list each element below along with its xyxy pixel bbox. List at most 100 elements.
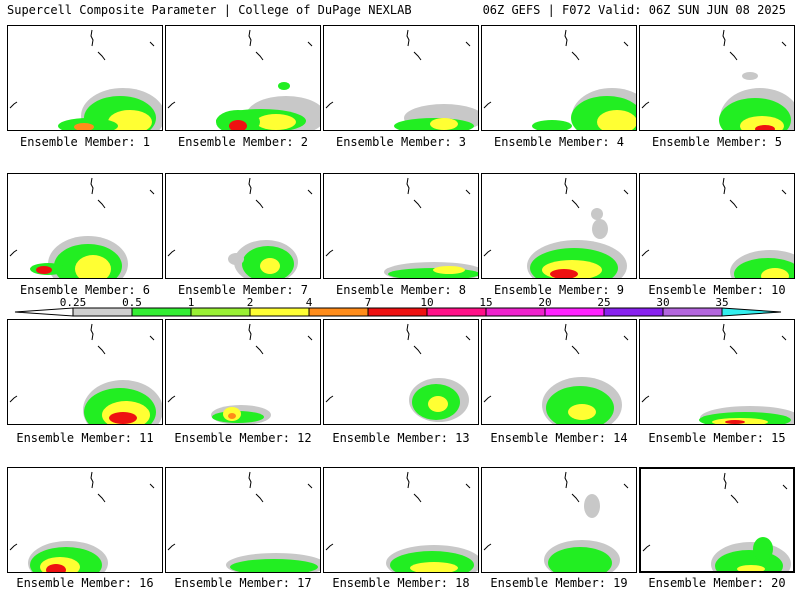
ensemble-member-label: Ensemble Member: 1 [19, 135, 151, 149]
map-plot [325, 29, 478, 130]
ensemble-member-label: Ensemble Member: 20 [648, 576, 786, 590]
ensemble-member-label: Ensemble Member: 14 [490, 431, 628, 445]
ensemble-member-label: Ensemble Member: 11 [16, 431, 154, 445]
ensemble-member-label: Ensemble Member: 18 [332, 576, 470, 590]
ensemble-member-label: Ensemble Member: 19 [490, 576, 628, 590]
ensemble-panel[interactable] [639, 173, 795, 279]
ensemble-panel[interactable] [165, 173, 321, 279]
coastline-outline [9, 29, 155, 109]
colorbar: 0.25 0.5 1 2 4 7 10 15 20 25 30 35 [14, 298, 782, 317]
ensemble-panel[interactable] [323, 173, 479, 279]
ensemble-member-label: Ensemble Member: 9 [493, 283, 625, 297]
colorbar-tick-label: 4 [306, 298, 313, 309]
coastline-outline [641, 323, 787, 403]
ensemble-member-label: Ensemble Member: 16 [16, 576, 154, 590]
colorbar-segment [72, 307, 133, 317]
coastline-outline [641, 177, 787, 257]
coastline-outline [167, 471, 313, 551]
ensemble-panel[interactable] [481, 319, 637, 425]
scp-contours [28, 541, 108, 572]
ensemble-panel[interactable] [323, 25, 479, 131]
map-plot [642, 472, 791, 571]
chart-title: Supercell Composite Parameter | College … [7, 3, 412, 17]
map-plot [325, 323, 471, 422]
scp-contours [527, 208, 627, 278]
colorbar-tick-label: 15 [479, 298, 492, 309]
ensemble-panel[interactable] [639, 319, 795, 425]
ensemble-panel[interactable] [323, 467, 479, 573]
colorbar-below-arrow [14, 307, 74, 317]
colorbar-tick-label: 0.25 [60, 298, 87, 309]
colorbar-tick-label: 35 [715, 298, 728, 309]
colorbar-tick-label: 25 [597, 298, 610, 309]
scp-contours [532, 88, 636, 130]
ensemble-panel[interactable] [7, 319, 163, 425]
coastline-outline [642, 472, 788, 552]
map-plot [483, 29, 636, 130]
map-plot [9, 323, 162, 424]
ensemble-panel[interactable] [481, 467, 637, 573]
ensemble-panel[interactable] [7, 25, 163, 131]
colorbar-segment [485, 307, 546, 317]
coastline-outline [483, 323, 629, 403]
scp-contours [394, 104, 478, 130]
ensemble-member-label: Ensemble Member: 12 [174, 431, 312, 445]
scp-contours [409, 378, 469, 422]
ensemble-panel[interactable] [481, 173, 637, 279]
colorbar-tick-label: 1 [188, 298, 195, 309]
scp-contours [83, 380, 162, 424]
coastline-outline [9, 471, 155, 551]
colorbar-segment [662, 307, 723, 317]
scp-contours [730, 250, 794, 278]
ensemble-member-label: Ensemble Member: 8 [335, 283, 467, 297]
scp-contours [30, 236, 128, 278]
coastline-outline [325, 471, 471, 551]
scp-contours [711, 537, 791, 571]
ensemble-member-label: Ensemble Member: 10 [648, 283, 786, 297]
map-plot [483, 323, 629, 424]
coastline-outline [9, 323, 155, 403]
coastline-outline [483, 29, 629, 109]
colorbar-segment [544, 307, 605, 317]
scp-contours [226, 553, 320, 572]
map-plot [641, 177, 794, 278]
colorbar-tick-label: 20 [538, 298, 551, 309]
ensemble-member-label: Ensemble Member: 6 [19, 283, 151, 297]
colorbar-segment [131, 307, 192, 317]
map-plot [167, 177, 313, 278]
scp-contours [719, 72, 794, 130]
map-plot [167, 29, 320, 130]
colorbar-tick-label: 30 [656, 298, 669, 309]
ensemble-member-label: Ensemble Member: 3 [335, 135, 467, 149]
colorbar-tick-label: 10 [420, 298, 433, 309]
ensemble-panel[interactable] [7, 173, 163, 279]
colorbar-segment [426, 307, 487, 317]
ensemble-panel[interactable] [639, 467, 795, 573]
ensemble-panel[interactable] [481, 25, 637, 131]
ensemble-member-label: Ensemble Member: 17 [174, 576, 312, 590]
ensemble-panel[interactable] [165, 319, 321, 425]
ensemble-member-label: Ensemble Member: 2 [177, 135, 309, 149]
colorbar-segment [603, 307, 664, 317]
coastline-outline [641, 29, 787, 109]
coastline-outline [483, 177, 629, 257]
ensemble-panel[interactable] [7, 467, 163, 573]
ensemble-member-label: Ensemble Member: 5 [651, 135, 783, 149]
ensemble-panel[interactable] [165, 25, 321, 131]
ensemble-panel[interactable] [639, 25, 795, 131]
ensemble-member-label: Ensemble Member: 15 [648, 431, 786, 445]
coastline-outline [9, 177, 155, 257]
coastline-outline [167, 177, 313, 257]
scp-contours [386, 545, 478, 572]
ensemble-panel[interactable] [323, 319, 479, 425]
coastline-outline [167, 323, 313, 403]
colorbar-tick-label: 2 [247, 298, 254, 309]
ensemble-member-label: Ensemble Member: 7 [177, 283, 309, 297]
scp-contours [544, 494, 620, 572]
colorbar-segment [367, 307, 428, 317]
scp-contours [58, 88, 162, 130]
map-plot [9, 471, 155, 572]
ensemble-panel[interactable] [165, 467, 321, 573]
map-plot [641, 29, 794, 130]
scp-contours [228, 240, 298, 278]
